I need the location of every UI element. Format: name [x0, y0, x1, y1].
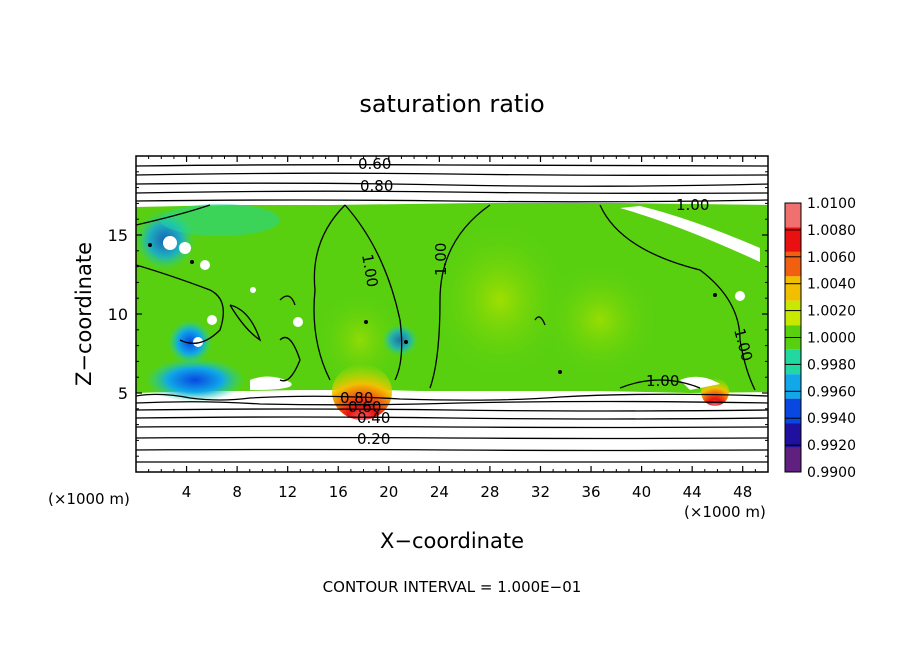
y-tick-label: 5: [118, 384, 128, 403]
y-axis-ticks: 5 10 15: [108, 171, 768, 457]
x-tick-label: 8: [232, 483, 242, 501]
contour-label: 0.60: [358, 155, 391, 173]
colorbar: 1.0100 1.0080 1.0060 1.0040 1.0020 1.0000 0.99…: [784, 196, 856, 481]
colorbar-swatch: [785, 276, 801, 301]
x-tick-label: 40: [632, 483, 651, 501]
colorbar-label: 0.9940: [807, 411, 856, 427]
x-unit-label: (×1000 m): [684, 503, 766, 521]
plot-area: [136, 156, 768, 472]
contour-label: 1.00: [432, 243, 450, 276]
x-tick-label: 36: [581, 483, 600, 501]
colorbar-swatch: [785, 227, 801, 252]
colorbar-swatch: [785, 447, 801, 472]
colorbar-swatch: [785, 349, 801, 375]
colorbar-label: 1.0060: [807, 250, 856, 266]
colorbar-swatch: [785, 423, 801, 448]
colorbar-label: 1.0040: [807, 277, 856, 293]
contour-label: 1.00: [676, 196, 709, 214]
contour-label: 0.80: [340, 389, 373, 407]
y-tick-label: 10: [108, 305, 128, 324]
colorbar-swatch: [785, 300, 801, 326]
contour-lines: [136, 164, 768, 463]
x-axis-ticks: 4 8 12 16 20 24 28 32 36 40 44 48: [148, 156, 756, 501]
y-axis-label: Z−coordinate: [72, 242, 96, 386]
x-tick-label: 12: [278, 483, 297, 501]
x-tick-label: 44: [683, 483, 702, 501]
contour-label: 1.00: [646, 372, 679, 390]
colorbar-swatch: [785, 398, 801, 424]
colorbar-label: 0.9980: [807, 357, 856, 373]
y-tick-label: 15: [108, 226, 128, 245]
contour-label: 0.80: [360, 177, 393, 195]
colorbar-swatch: [785, 374, 801, 399]
x-tick-label: 28: [480, 483, 499, 501]
contour-labels: 0.600.801.001.00 1.001.001.000.800.600.40…: [340, 155, 756, 448]
contour-label: 0.20: [357, 430, 390, 448]
x-tick-label: 4: [182, 483, 192, 501]
x-tick-label: 16: [329, 483, 348, 501]
colorbar-label: 1.0000: [807, 331, 856, 347]
chart-title: saturation ratio: [359, 90, 544, 118]
y-unit-label: (×1000 m): [48, 490, 130, 508]
x-tick-label: 20: [379, 483, 398, 501]
colorbar-label: 0.9960: [807, 384, 856, 400]
colorbar-label: 0.9920: [807, 438, 856, 454]
contour-interval-note: CONTOUR INTERVAL = 1.000E−01: [323, 578, 582, 596]
x-tick-label: 24: [430, 483, 449, 501]
hot-spot-1: [332, 364, 392, 420]
x-tick-label: 48: [733, 483, 752, 501]
x-axis-label: X−coordinate: [380, 529, 524, 553]
colorbar-label: 1.0080: [807, 223, 856, 239]
x-tick-label: 32: [531, 483, 550, 501]
colorbar-swatch: [785, 251, 801, 277]
colorbar-label: 0.9900: [807, 465, 856, 481]
colorbar-label: 1.0100: [807, 196, 856, 212]
contour-label: 0.60: [348, 398, 381, 416]
colorbar-label: 1.0020: [807, 304, 856, 320]
contour-label: 1.00: [358, 253, 382, 289]
colorbar-swatch: [785, 203, 801, 228]
contour-label: 0.40: [357, 409, 390, 427]
